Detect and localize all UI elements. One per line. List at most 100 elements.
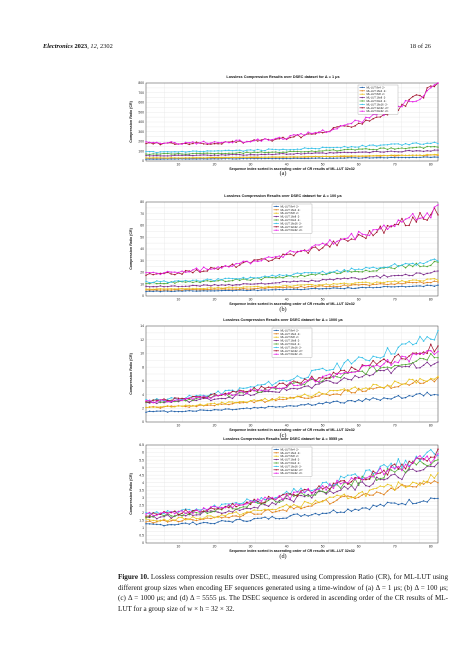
series-point	[379, 116, 382, 118]
series-point	[242, 289, 245, 291]
series-point	[332, 376, 335, 379]
series-point	[177, 152, 180, 155]
series-point	[231, 394, 234, 396]
x-tick-label: 30	[249, 298, 253, 302]
series-point	[412, 352, 414, 355]
series-point	[415, 379, 418, 382]
series-point	[401, 357, 403, 360]
legend-marker	[275, 226, 277, 228]
series-point	[159, 406, 162, 408]
series-point	[386, 490, 389, 492]
series-point	[148, 523, 151, 525]
series-point	[238, 262, 241, 265]
series-point	[220, 284, 223, 286]
series-point	[430, 394, 432, 397]
series-point	[404, 503, 407, 506]
series-point	[422, 150, 425, 153]
legend-entry: ML-LUT 8x4 ·2⁵	[281, 328, 299, 332]
series-point	[238, 151, 241, 154]
series-point	[271, 274, 273, 277]
series-point	[199, 154, 201, 156]
series-point	[213, 508, 216, 510]
series-point	[257, 507, 259, 509]
series-point	[253, 156, 255, 158]
series-point	[379, 465, 382, 468]
series-point	[419, 469, 421, 472]
series-line	[145, 472, 439, 522]
series-point	[228, 393, 230, 395]
series-point	[343, 287, 346, 290]
series-point	[145, 406, 147, 409]
series-point	[350, 510, 353, 512]
series-point	[314, 393, 317, 396]
series-point	[235, 262, 237, 265]
series-point	[289, 379, 291, 382]
series-point	[188, 523, 191, 525]
series-point	[401, 343, 403, 345]
series-point	[267, 400, 270, 402]
series-point	[296, 388, 299, 390]
series-point	[253, 386, 255, 389]
series-point	[166, 150, 169, 153]
series-point	[426, 281, 428, 284]
series-point	[264, 153, 266, 156]
series-point	[339, 147, 342, 149]
series-point	[199, 290, 201, 292]
series-point	[224, 280, 227, 283]
series-point	[397, 361, 400, 364]
series-point	[354, 282, 356, 284]
series-point	[311, 283, 313, 286]
legend-marker	[275, 346, 277, 349]
series-point	[433, 460, 436, 462]
series-point	[285, 280, 288, 283]
series-point	[357, 389, 360, 391]
series-point	[307, 157, 309, 160]
caption-text: Lossless compression results over DSEC, …	[118, 573, 448, 613]
series-point	[329, 380, 331, 382]
series-point	[289, 153, 291, 155]
series-point	[159, 153, 162, 155]
series-point	[343, 282, 346, 284]
series-point	[426, 359, 428, 361]
series-point	[257, 259, 259, 261]
series-point	[314, 155, 317, 158]
series-point	[339, 125, 342, 127]
series-point	[177, 397, 180, 400]
series-point	[354, 374, 356, 377]
series-point	[393, 267, 396, 270]
series-point	[375, 283, 378, 286]
series-point	[166, 152, 169, 155]
series-point	[156, 157, 158, 159]
y-tick-label: 6.5	[139, 443, 144, 447]
series-point	[329, 287, 331, 290]
series-point	[422, 147, 425, 149]
series-point	[386, 384, 389, 387]
series-point	[271, 515, 273, 518]
series-point	[271, 288, 273, 291]
series-point	[177, 513, 180, 516]
series-point	[393, 223, 396, 226]
series-point	[260, 157, 263, 160]
series-point	[260, 384, 263, 386]
series-point	[372, 150, 374, 153]
series-point	[419, 460, 421, 462]
series-point	[220, 403, 223, 405]
series-point	[318, 368, 320, 371]
series-point	[437, 261, 439, 263]
series-point	[282, 156, 284, 158]
series-point	[325, 157, 327, 160]
series-point	[437, 153, 439, 156]
series-point	[246, 286, 248, 288]
series-point	[336, 482, 338, 484]
series-point	[224, 157, 227, 160]
series-point	[375, 356, 378, 358]
series-point	[329, 369, 331, 371]
series-point	[220, 150, 223, 152]
legend-entry: ML-LUT 16x4 ·2⁶	[367, 89, 387, 93]
legend-entry: ML-LUT 64x32 ·2¹¹	[281, 471, 303, 475]
series-point	[430, 154, 432, 156]
series-point	[192, 512, 194, 514]
series-point	[228, 153, 230, 156]
series-point	[177, 400, 180, 402]
